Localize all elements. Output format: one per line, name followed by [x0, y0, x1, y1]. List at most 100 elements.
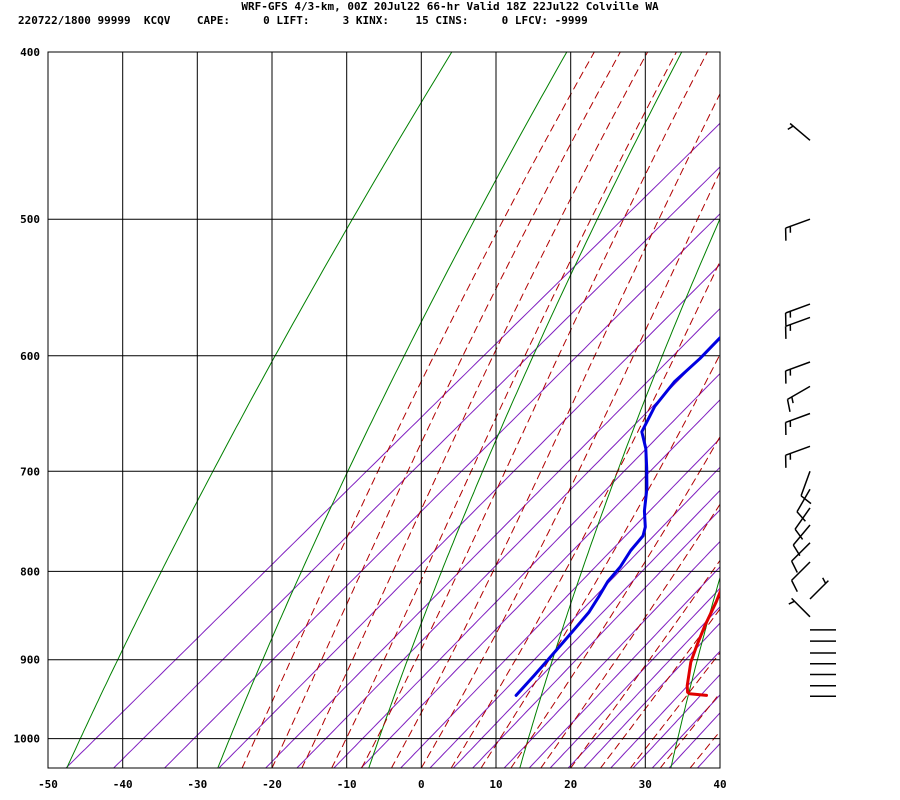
moist-adiabat-line [510, 435, 720, 768]
lfcv-value: -9999 [554, 14, 588, 27]
mixing-ratio-line [567, 606, 720, 768]
pressure-tick-label: 800 [20, 565, 40, 578]
moist-adiabat-line [361, 52, 708, 768]
lift-value: 3 [342, 14, 350, 27]
dry-adiabat-line [66, 52, 453, 768]
mixing-ratio-line [632, 673, 720, 768]
wind-barb-staff [787, 385, 811, 401]
wind-barb-half-flag [788, 600, 795, 605]
moist-adiabat-line [331, 52, 677, 768]
moist-adiabat-line [689, 730, 720, 768]
station-info: 220722/1800 99999 KCQV [18, 14, 171, 27]
moist-adiabat-line [301, 52, 649, 768]
temperature-tick-label: 20 [564, 778, 577, 791]
temperature-tick-label: -20 [262, 778, 282, 791]
cins-value: 0 [501, 14, 509, 27]
wind-barb-flag [790, 580, 798, 593]
mixing-ratio-line [528, 566, 720, 768]
wind-barb-staff [789, 122, 811, 141]
wind-barb-flag [792, 544, 801, 557]
wind-barb-staff [785, 412, 811, 424]
mixing-ratio-line [549, 587, 720, 768]
temperature-tick-label: 0 [418, 778, 425, 791]
pressure-tick-label: 700 [20, 465, 40, 478]
wind-barb-staff [796, 488, 811, 513]
wind-barb-staff [785, 445, 811, 456]
pressure-tick-label: 400 [20, 46, 40, 59]
mixing-ratio-line [400, 437, 720, 768]
wind-barb-staff [791, 561, 811, 581]
wind-barb-half-flag [791, 396, 794, 404]
mixing-ratio-line [472, 509, 720, 768]
wind-barb-staff [785, 218, 811, 229]
temperature-tick-label: 10 [489, 778, 502, 791]
lift-label: LIFT: [276, 14, 310, 27]
mixing-ratio-line [583, 622, 720, 768]
pressure-tick-label: 600 [20, 350, 40, 363]
dry-adiabat-line [670, 575, 720, 768]
temperature-tick-label: -10 [337, 778, 357, 791]
wind-barb-half-flag [822, 577, 827, 584]
moist-adiabat-line [271, 52, 621, 768]
mixing-ratio-line [610, 650, 720, 768]
cape-value: 0 [263, 14, 270, 27]
temperature-profile-line [685, 588, 720, 697]
wind-barb-staff [792, 524, 811, 546]
wind-barb-staff [791, 542, 811, 562]
cape-label: CAPE: [196, 14, 230, 27]
dry-adiabat-line [519, 217, 720, 768]
kinx-value: 15 [415, 14, 429, 27]
moist-adiabat-line [241, 52, 595, 768]
moist-adiabat-line [391, 92, 720, 768]
moist-adiabat-line [600, 608, 720, 768]
wind-barb-flag [790, 560, 798, 573]
dewpoint-profile-line [514, 335, 720, 697]
moist-adiabat-line [719, 767, 720, 768]
lfcv-label: LFCV: [514, 14, 548, 27]
wind-barb-flag [794, 528, 804, 540]
moist-adiabat-line [480, 353, 720, 768]
mixing-ratio-line [112, 166, 720, 768]
wind-barb-staff [785, 361, 811, 372]
wind-barb-staff [800, 471, 811, 497]
mixing-ratio-line [65, 122, 720, 768]
dry-adiabat-line [217, 52, 568, 768]
pressure-tick-label: 900 [20, 654, 40, 667]
moist-adiabat-line [540, 503, 720, 768]
moist-adiabat-line [420, 170, 720, 768]
moist-adiabat-line [570, 559, 720, 768]
mixing-ratio-line [668, 712, 720, 768]
wind-barb-staff [809, 580, 829, 600]
wind-barb-half-flag [787, 125, 794, 131]
wind-barb-flag [800, 495, 812, 505]
chart-header: WRF-GFS 4/3-km, 00Z 20Jul22 66-hr Valid … [0, 0, 900, 36]
mixing-ratio-line [452, 489, 720, 768]
temperature-tick-label: 40 [713, 778, 726, 791]
temperature-tick-label: 30 [639, 778, 652, 791]
mixing-ratio-line [218, 263, 720, 768]
cins-label: CINS: [435, 14, 469, 27]
mixing-ratio-line [360, 399, 720, 768]
temperature-tick-label: -50 [38, 778, 58, 791]
temperature-tick-label: -40 [113, 778, 133, 791]
wind-barb-staff [791, 597, 811, 618]
mixing-ratio-line [163, 213, 720, 768]
mixing-ratio-line [503, 540, 720, 768]
moist-adiabat-line [659, 692, 720, 768]
mixing-ratio-line [429, 466, 720, 768]
dry-adiabat-line [821, 43, 900, 772]
mixing-ratio-line [333, 372, 720, 768]
wind-barb-staff [785, 303, 811, 314]
dry-adiabat-line [368, 52, 683, 768]
mixing-ratio-line [296, 337, 720, 768]
moist-adiabat-line [450, 260, 720, 768]
stability-indices-line: 220722/1800 99999 KCQV CAPE: 0 LIFT: 3 K… [18, 14, 588, 28]
mixing-ratio-line [696, 742, 720, 768]
wind-barb-flag [796, 511, 806, 522]
kinx-label: KINX: [355, 14, 389, 27]
plot-frame [47, 51, 721, 769]
chart-title: WRF-GFS 4/3-km, 00Z 20Jul22 66-hr Valid … [241, 0, 659, 13]
mixing-ratio-line [265, 307, 720, 768]
wind-barb-staff [785, 316, 811, 328]
